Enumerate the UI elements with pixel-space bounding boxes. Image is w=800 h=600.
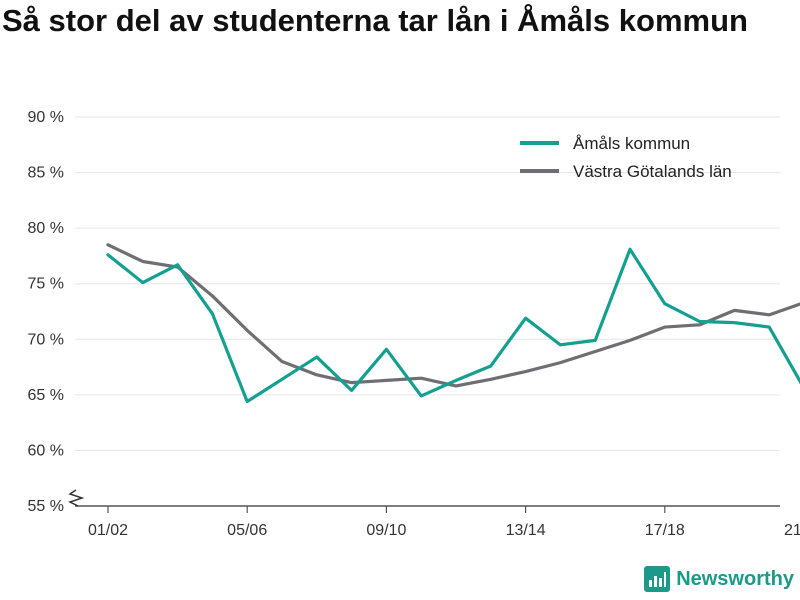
brand-logo[interactable]: Newsworthy bbox=[644, 566, 794, 592]
y-tick-label: 60 % bbox=[28, 442, 64, 459]
x-tick-label: 09/10 bbox=[366, 522, 406, 539]
axis-break-icon bbox=[68, 489, 85, 507]
legend-label-0: Åmåls kommun bbox=[573, 134, 690, 153]
y-tick-label: 65 % bbox=[28, 387, 64, 404]
chart-title: Så stor del av studenterna tar lån i Åmå… bbox=[2, 3, 748, 38]
y-tick-label: 90 % bbox=[28, 109, 64, 126]
x-tick-label: 01/02 bbox=[88, 522, 128, 539]
series-lines bbox=[106, 243, 800, 404]
newsworthy-logo-icon bbox=[644, 566, 671, 592]
y-tick-label: 75 % bbox=[28, 276, 64, 293]
x-tick-label: 21/22 bbox=[784, 522, 800, 539]
y-tick-label: 85 % bbox=[28, 165, 64, 182]
legend-label-1: Västra Götalands län bbox=[573, 162, 732, 181]
series-line-0 bbox=[106, 247, 800, 404]
x-tick-label: 13/14 bbox=[506, 522, 546, 539]
legend: Åmåls kommun Västra Götalands län bbox=[520, 134, 732, 181]
x-tick-label: 05/06 bbox=[227, 522, 267, 539]
y-tick-label: 70 % bbox=[28, 331, 64, 348]
axes: 55 % 60 % 65 % 70 % 75 % 80 % 85 % 90 % 01/02 05/… bbox=[28, 109, 800, 539]
x-tick-label: 17/18 bbox=[645, 522, 685, 539]
brand-name: Newsworthy bbox=[676, 567, 794, 590]
series-line-1 bbox=[106, 243, 800, 388]
y-tick-label: 55 % bbox=[28, 498, 64, 515]
y-tick-label: 80 % bbox=[28, 220, 64, 237]
